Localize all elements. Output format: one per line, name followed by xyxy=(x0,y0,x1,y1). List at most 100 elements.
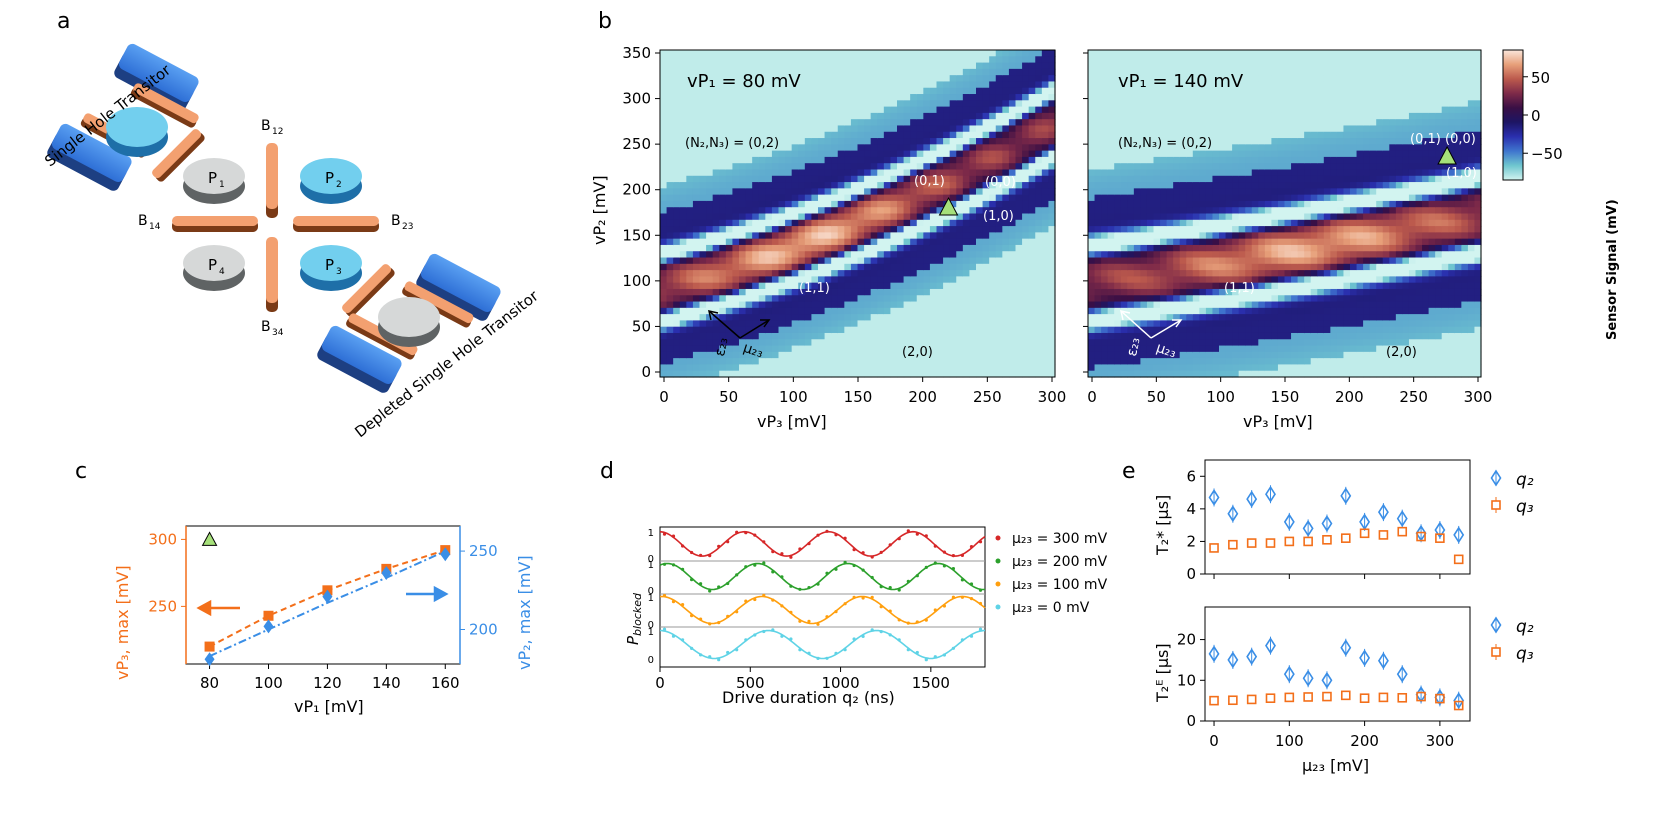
heatmap-cell xyxy=(864,144,872,152)
heatmap-cell xyxy=(1153,213,1161,221)
heatmap-cell xyxy=(877,207,885,215)
heatmap-cell xyxy=(890,56,898,64)
heatmap-cell xyxy=(1232,345,1240,353)
heatmap-cell xyxy=(692,288,701,296)
heatmap-cell xyxy=(725,251,734,259)
heatmap-cell xyxy=(1094,332,1102,340)
heatmap-cell xyxy=(1179,238,1187,246)
heatmap-cell xyxy=(943,326,951,334)
heatmap-cell xyxy=(837,131,845,139)
heatmap-cell xyxy=(857,219,865,227)
heatmap-cell xyxy=(1035,288,1043,296)
heatmap-cell xyxy=(739,56,747,64)
heatmap-cell xyxy=(850,263,859,271)
x-tick-label: 200 xyxy=(908,388,937,406)
heatmap-cell xyxy=(903,94,911,101)
heatmap-cell xyxy=(1120,213,1128,221)
heatmap-cell xyxy=(1127,282,1135,290)
heatmap-cell xyxy=(1251,295,1259,303)
heatmap-cell xyxy=(1219,56,1227,64)
heatmap-cell xyxy=(929,81,938,89)
heatmap-cell xyxy=(771,56,780,64)
heatmap-cell xyxy=(1310,125,1318,133)
heatmap-cell xyxy=(890,112,898,120)
heatmap-cell xyxy=(739,320,747,328)
heatmap-cell xyxy=(666,182,674,189)
heatmap-cell xyxy=(903,56,911,64)
heatmap-cell xyxy=(752,50,760,57)
heatmap-cell xyxy=(837,270,845,277)
heatmap-cell xyxy=(1140,213,1148,221)
heatmap-cell xyxy=(1277,87,1286,95)
heatmap-cell xyxy=(844,282,852,290)
heatmap-cell xyxy=(1179,339,1187,347)
heatmap-cell xyxy=(1251,94,1259,101)
heatmap-cell xyxy=(1245,339,1253,347)
heatmap-cell xyxy=(1048,219,1056,227)
heatmap-cell xyxy=(1219,219,1227,227)
heatmap-cell xyxy=(1101,213,1109,221)
heatmap-cell xyxy=(679,182,687,189)
heatmap-cell xyxy=(1232,282,1240,290)
heatmap-cell xyxy=(811,351,819,359)
heatmap-cell xyxy=(969,351,977,359)
heatmap-cell xyxy=(1094,94,1102,101)
heatmap-cell xyxy=(1212,163,1220,171)
heatmap-cell xyxy=(1258,156,1266,164)
heatmap-cell xyxy=(877,358,885,366)
heatmap-cell xyxy=(1297,301,1305,309)
heatmap-cell xyxy=(1238,56,1246,64)
heatmap-cell xyxy=(706,87,714,95)
heatmap-cell xyxy=(1035,112,1043,120)
heatmap-cell xyxy=(877,320,885,328)
heatmap-cell xyxy=(1173,106,1181,114)
heatmap-cell xyxy=(850,270,859,277)
heatmap-cell xyxy=(903,182,911,189)
heatmap-cell xyxy=(910,213,918,221)
heatmap-cell xyxy=(739,295,747,303)
heatmap-cell xyxy=(1114,276,1122,284)
heatmap-cell xyxy=(758,100,766,108)
heatmap-cell xyxy=(903,244,911,252)
heatmap-cell xyxy=(1120,345,1128,353)
heatmap-cell xyxy=(1258,263,1266,271)
heatmap-cell xyxy=(1186,62,1194,70)
heatmap-cell xyxy=(837,238,845,246)
heatmap-cell xyxy=(1035,320,1043,328)
heatmap-cell xyxy=(692,307,701,315)
heatmap-cell xyxy=(1153,320,1161,328)
heatmap-cell xyxy=(1101,263,1109,271)
heatmap-cell xyxy=(804,332,813,340)
heatmap-cell xyxy=(771,326,780,334)
heatmap-cell xyxy=(811,112,819,120)
heatmap-cell xyxy=(778,332,786,340)
heatmap-cell xyxy=(673,314,681,322)
heatmap-cell xyxy=(1284,364,1292,372)
heatmap-cell xyxy=(1041,339,1050,347)
heatmap-cell xyxy=(969,138,977,145)
heatmap-cell xyxy=(1199,150,1207,158)
heatmap-cell xyxy=(752,345,760,353)
heatmap-cell xyxy=(1008,257,1017,265)
heatmap-cell xyxy=(1133,288,1141,296)
heatmap-cell xyxy=(798,213,806,221)
heatmap-cell xyxy=(1153,182,1161,189)
heatmap-cell xyxy=(1192,106,1200,114)
heatmap-cell xyxy=(1212,358,1220,366)
heatmap-cell xyxy=(1107,288,1115,296)
heatmap-cell xyxy=(692,370,701,378)
heatmap-cell xyxy=(1173,307,1181,315)
heatmap-cell xyxy=(1022,131,1030,139)
heatmap-cell xyxy=(1002,244,1010,252)
heatmap-cell xyxy=(962,68,971,76)
heatmap-cell xyxy=(1094,194,1102,202)
heatmap-cell xyxy=(1127,144,1135,152)
heatmap-cell xyxy=(739,194,747,202)
heatmap-cell xyxy=(1264,358,1272,366)
heatmap-cell xyxy=(1114,326,1122,334)
heatmap-cell xyxy=(679,94,687,101)
heatmap-cell xyxy=(1179,282,1187,290)
heatmap-cell xyxy=(1022,194,1030,202)
heatmap-cell xyxy=(1304,119,1312,127)
heatmap-cell xyxy=(982,68,990,76)
